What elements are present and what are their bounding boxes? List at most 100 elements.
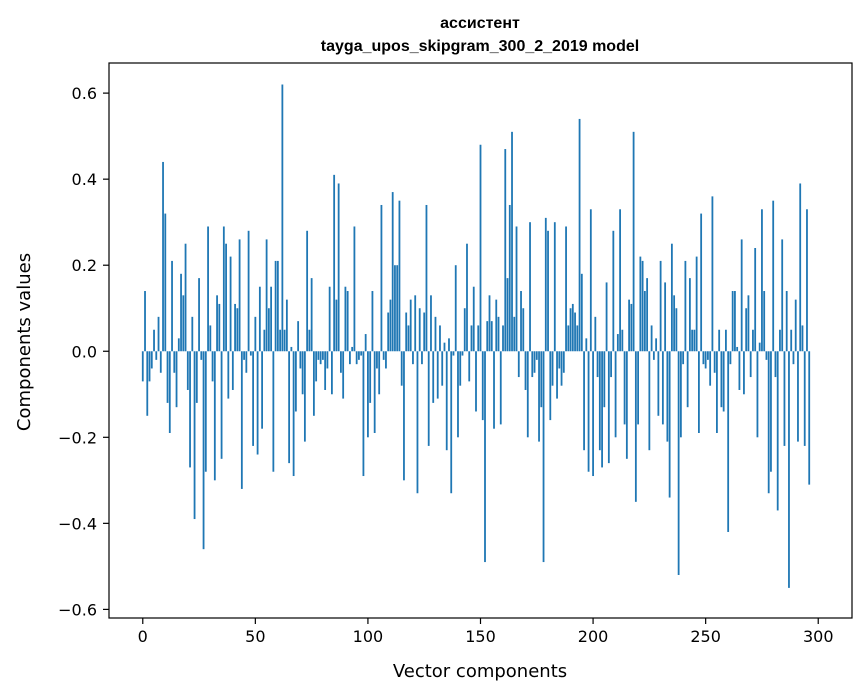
bar (385, 351, 387, 369)
bar (734, 291, 736, 352)
bar (592, 351, 594, 477)
bar (360, 351, 363, 356)
bar (520, 291, 522, 352)
bar (743, 351, 745, 395)
bar (340, 351, 342, 373)
bar (198, 278, 200, 352)
bar (585, 338, 588, 352)
bar (594, 316, 597, 352)
bar (560, 351, 563, 386)
bar (758, 342, 761, 352)
bar (477, 325, 480, 352)
bar (731, 291, 734, 352)
y-tick-label: 0.6 (72, 84, 97, 103)
bar (184, 243, 187, 352)
bar (722, 351, 725, 412)
bar (213, 351, 216, 481)
bar (659, 260, 662, 352)
bar (186, 351, 189, 390)
bar (549, 351, 552, 421)
bar (646, 278, 649, 352)
bar (538, 351, 540, 442)
chart-subtitle: tayga_upos_skipgram_300_2_2019 model (321, 38, 639, 55)
bar (488, 295, 491, 352)
bar (281, 84, 284, 352)
bar (351, 346, 354, 352)
bar (335, 299, 338, 352)
bar (571, 303, 574, 352)
bar (439, 325, 441, 352)
bar (727, 351, 730, 532)
bar (150, 351, 153, 369)
bar (517, 351, 520, 378)
bar (236, 308, 239, 352)
x-tick-label: 250 (690, 627, 721, 646)
bar (182, 295, 185, 352)
bar (486, 321, 489, 352)
bar (238, 239, 241, 352)
bar (222, 226, 225, 352)
bar (484, 351, 486, 563)
bar (792, 351, 795, 365)
bar (189, 351, 191, 468)
bar (382, 351, 385, 360)
bar (274, 260, 277, 352)
x-tick-label: 200 (578, 627, 609, 646)
bar (623, 351, 626, 425)
bar (495, 299, 498, 352)
bar (612, 230, 615, 352)
bar (249, 351, 252, 356)
bar (267, 308, 270, 352)
bar (457, 351, 459, 438)
bar (231, 351, 234, 390)
bar (763, 291, 766, 352)
bar (630, 303, 633, 352)
bar (808, 351, 811, 485)
bar (682, 351, 685, 365)
bar (364, 334, 367, 352)
bar (276, 260, 279, 352)
bar (425, 204, 428, 352)
bar (711, 196, 714, 352)
bar (346, 291, 349, 352)
bar (288, 351, 291, 464)
bar (173, 351, 176, 373)
bar (695, 256, 698, 352)
bar (661, 351, 664, 425)
bar (765, 351, 768, 360)
bar (265, 239, 268, 352)
bar (171, 260, 173, 352)
bar (781, 239, 784, 352)
bar (373, 351, 376, 433)
bar (164, 213, 167, 352)
bar (319, 351, 322, 365)
bar (387, 312, 390, 352)
bar (283, 329, 286, 352)
bar (515, 226, 518, 352)
bar (177, 338, 180, 352)
bar (220, 351, 223, 459)
bar (193, 351, 196, 520)
bar (466, 243, 468, 352)
bar (522, 308, 525, 352)
bar (745, 308, 748, 352)
bar (389, 299, 392, 352)
bar (317, 351, 320, 360)
bar (202, 351, 205, 550)
bar (542, 351, 545, 563)
bar (625, 351, 628, 459)
bar (716, 351, 718, 433)
bar (679, 351, 682, 438)
bar (668, 351, 671, 498)
bar (470, 325, 473, 352)
bar (797, 351, 799, 442)
bar (756, 351, 759, 438)
bar (450, 351, 453, 494)
bar (418, 308, 421, 352)
bar (761, 209, 763, 352)
bar (216, 295, 218, 352)
bar (297, 321, 300, 352)
bar (794, 299, 797, 352)
bar (526, 351, 529, 438)
bar (673, 295, 676, 352)
